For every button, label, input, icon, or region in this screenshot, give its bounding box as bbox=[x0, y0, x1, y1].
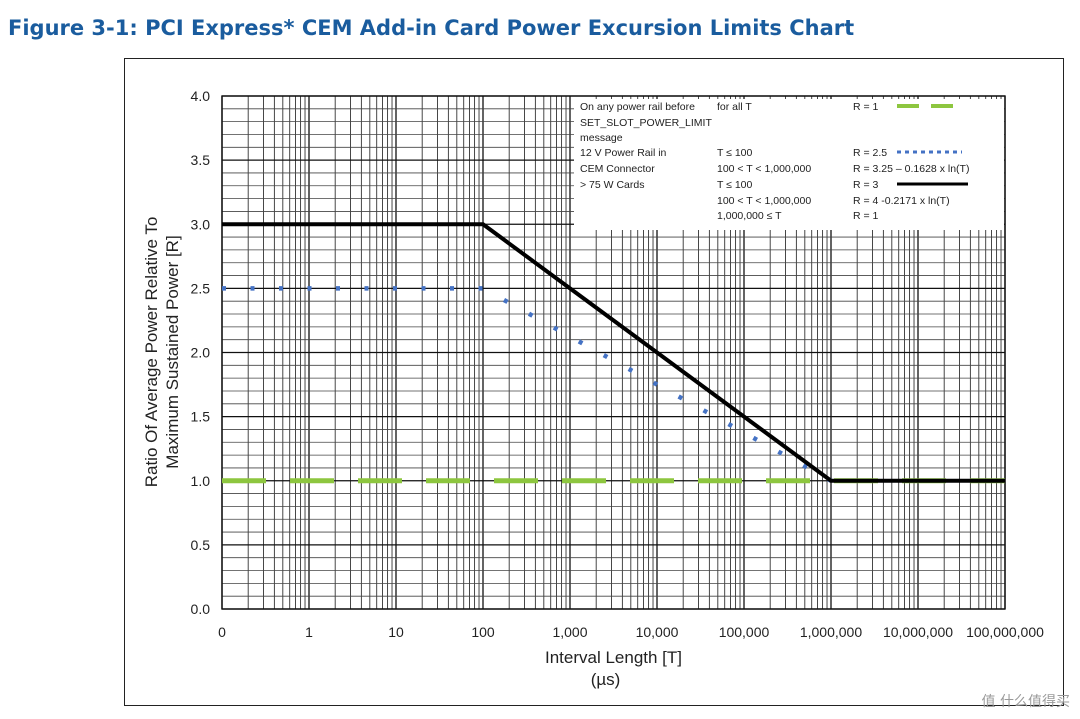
legend-condition: 12 V Power Rail in bbox=[580, 147, 667, 159]
x-tick-label: 1,000,000 bbox=[800, 624, 862, 640]
x-axis-unit: (µs) bbox=[591, 670, 621, 689]
chart-frame bbox=[124, 58, 1064, 706]
legend-condition: On any power rail before bbox=[580, 101, 695, 113]
y-tick-label: 3.5 bbox=[191, 152, 211, 168]
x-tick-label: 1,000 bbox=[552, 624, 587, 640]
x-axis-label: Interval Length [T] bbox=[545, 648, 682, 667]
series-black-solid bbox=[222, 222, 1005, 483]
series-blue-dotted bbox=[222, 286, 833, 483]
x-tick-label: 100,000,000 bbox=[966, 624, 1044, 640]
y-tick-label: 1.5 bbox=[191, 409, 211, 425]
x-tick-label: 100,000 bbox=[719, 624, 770, 640]
legend-range: 100 < T < 1,000,000 bbox=[717, 163, 811, 175]
legend-range: T ≤ 100 bbox=[717, 147, 753, 159]
x-tick-label: 10,000,000 bbox=[883, 624, 953, 640]
legend-condition: message bbox=[580, 132, 623, 144]
legend-condition: SET_SLOT_POWER_LIMIT bbox=[580, 117, 712, 129]
legend-range: 1,000,000 ≤ T bbox=[717, 210, 782, 222]
x-tick-label: 10 bbox=[388, 624, 404, 640]
legend-condition: CEM Connector bbox=[580, 163, 655, 175]
legend-range: for all T bbox=[717, 101, 752, 113]
plot-border bbox=[221, 95, 1006, 610]
y-tick-label: 1.0 bbox=[191, 473, 211, 489]
y-axis-label-2: Maximum Sustained Power [R] bbox=[163, 235, 182, 468]
y-tick-label: 0.0 bbox=[191, 601, 211, 617]
legend-formula: R = 4 -0.2171 x ln(T) bbox=[853, 195, 950, 207]
legend-box bbox=[574, 99, 1004, 230]
y-tick-label: 4.0 bbox=[191, 88, 211, 104]
legend-range: T ≤ 100 bbox=[717, 179, 753, 191]
legend-formula: R = 3 bbox=[853, 179, 879, 191]
y-tick-label: 3.0 bbox=[191, 216, 211, 232]
legend-formula: R = 1 bbox=[853, 210, 879, 222]
legend-range: 100 < T < 1,000,000 bbox=[717, 195, 811, 207]
legend-condition: > 75 W Cards bbox=[580, 179, 644, 191]
y-axis-label: Ratio Of Average Power Relative To bbox=[142, 217, 161, 488]
y-tick-label: 2.5 bbox=[191, 280, 211, 296]
x-tick-label: 10,000 bbox=[636, 624, 679, 640]
x-tick-label: 1 bbox=[305, 624, 313, 640]
legend-formula: R = 3.25 – 0.1628 x ln(T) bbox=[853, 163, 969, 175]
legend-formula: R = 1 bbox=[853, 101, 879, 113]
y-tick-label: 2.0 bbox=[191, 345, 211, 361]
figure-title: Figure 3-1: PCI Express* CEM Add-in Card… bbox=[8, 16, 855, 40]
x-tick-label: 100 bbox=[471, 624, 495, 640]
watermark: 值 什么值得买 bbox=[981, 694, 1070, 710]
x-tick-label: 0 bbox=[218, 624, 226, 640]
legend-formula: R = 2.5 bbox=[853, 147, 887, 159]
y-tick-label: 0.5 bbox=[191, 537, 211, 553]
